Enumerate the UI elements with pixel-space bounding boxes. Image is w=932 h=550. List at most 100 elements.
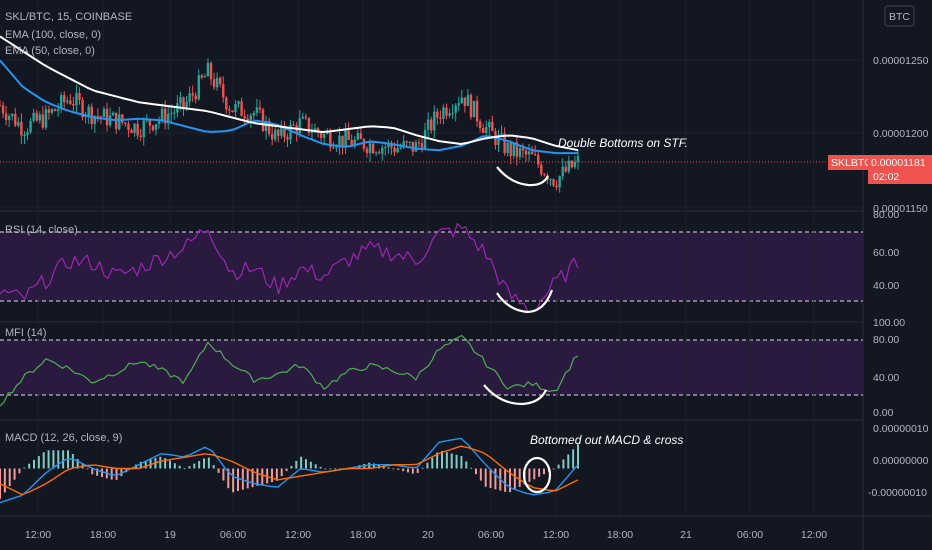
macd-hist-bar xyxy=(33,459,35,469)
mfi-band xyxy=(0,340,863,395)
candle-body xyxy=(378,152,381,154)
candle-body xyxy=(405,141,408,143)
price-bottom-curve xyxy=(496,166,549,187)
macd-hist-bar xyxy=(42,452,45,469)
candle-body xyxy=(350,139,353,146)
candle-body xyxy=(500,133,503,135)
time-axis[interactable]: 12:00 18:00 19 06:00 12:00 18:00 20 06:00 12:00 1… xyxy=(25,529,827,541)
macd-hist-bar xyxy=(494,468,497,490)
macd-hist-bar xyxy=(557,464,560,469)
candle-body xyxy=(402,141,405,148)
mfi-bottom-curve xyxy=(483,384,547,406)
time-tick-12: 12:00 xyxy=(801,529,827,541)
candle-body xyxy=(261,109,265,131)
macd-hist-bar xyxy=(475,468,477,475)
macd-hist-bar xyxy=(18,468,21,474)
candle-body xyxy=(139,135,142,138)
candle-body xyxy=(332,147,335,149)
macd-hist-bar xyxy=(207,457,210,469)
macd-hist-bar xyxy=(397,468,400,470)
candle-body xyxy=(359,133,363,140)
macd-hist-bar xyxy=(261,468,264,485)
candle-body xyxy=(506,142,509,154)
mfi-tick-100: 100.00 xyxy=(873,317,905,329)
candle-body xyxy=(66,100,69,103)
macd-signal-line xyxy=(0,445,579,496)
macd-hist-bar xyxy=(28,463,31,469)
macd-hist-bar xyxy=(71,453,74,469)
candle-body xyxy=(170,113,173,115)
candle-body xyxy=(286,137,289,140)
annotation-drawings xyxy=(483,166,554,494)
macd-hist-bar xyxy=(188,466,191,469)
candle-body xyxy=(423,129,427,149)
candle-body xyxy=(26,132,29,136)
currency-button-frame[interactable] xyxy=(884,5,915,27)
currency-button-label[interactable]: BTC xyxy=(889,11,910,23)
candle-body xyxy=(17,121,20,126)
macd-hist-bar xyxy=(120,468,123,477)
price-tag-countdown: 02:02 xyxy=(873,171,899,183)
ema100-label: EMA (100, close, 0) xyxy=(5,29,101,41)
rsi-tick-80: 80.00 xyxy=(873,209,899,221)
candle-body xyxy=(344,130,347,148)
candle-body xyxy=(124,122,127,124)
candle-body xyxy=(561,166,564,177)
candle-body xyxy=(509,142,512,157)
macd-hist-bar xyxy=(329,468,332,470)
candle-body xyxy=(270,133,274,140)
candle-body xyxy=(329,132,332,148)
candle-body xyxy=(274,129,277,140)
candle-body xyxy=(218,77,222,85)
candle-body xyxy=(368,143,372,154)
macd-hist-bar xyxy=(489,468,492,489)
candle-body xyxy=(237,101,240,105)
candle-body xyxy=(63,95,66,103)
macd-tick-neg: -0.00000010 xyxy=(868,487,927,499)
candle-body xyxy=(277,129,280,136)
macd-hist-bar xyxy=(339,468,341,470)
candle-body xyxy=(56,109,60,111)
candle-body xyxy=(280,125,283,136)
candle-body xyxy=(90,106,93,125)
candle-body xyxy=(127,123,130,131)
candle-body xyxy=(283,125,286,138)
macd-hist-bar xyxy=(164,458,167,469)
candle-body xyxy=(267,120,271,134)
candle-body xyxy=(41,114,45,128)
candle-body xyxy=(173,112,176,114)
macd-hist-bar xyxy=(479,468,482,481)
time-tick-3: 06:00 xyxy=(220,529,246,541)
macd-hist-bar xyxy=(392,468,395,470)
candle-body xyxy=(200,75,204,78)
price-axis[interactable]: 0.00001250 0.00001200 0.00001150 80.00 6… xyxy=(868,55,929,499)
candle-body xyxy=(341,135,344,148)
candle-body xyxy=(185,101,188,108)
macd-hist-bar xyxy=(52,450,55,469)
time-tick-9: 18:00 xyxy=(607,529,633,541)
candle-body xyxy=(537,154,540,165)
macd-hist-bar xyxy=(227,468,230,489)
macd-hist-bar xyxy=(416,468,419,473)
candle-body xyxy=(475,100,479,122)
macd-hist-bar xyxy=(86,468,89,470)
macd-hist-bar xyxy=(562,459,565,469)
macd-hist-bar xyxy=(426,462,429,469)
candle-body xyxy=(29,120,32,133)
macd-hist-bar xyxy=(460,456,463,469)
macd-hist-bar xyxy=(178,465,181,469)
macd-hist-bar xyxy=(3,468,6,493)
price-tag-bg xyxy=(868,155,932,184)
candle-body xyxy=(182,97,185,108)
macd-hist-bar xyxy=(237,468,239,491)
currency-button[interactable]: BTC xyxy=(884,5,915,27)
candle-body xyxy=(457,103,460,106)
mfi-tick-40: 40.00 xyxy=(873,372,899,384)
candle-body xyxy=(87,106,90,116)
candle-body xyxy=(298,118,301,134)
candle-body xyxy=(14,113,17,126)
candle-body xyxy=(472,100,476,118)
rsi-bottom-curve xyxy=(496,289,554,314)
price-tick-1200: 0.00001200 xyxy=(873,128,929,140)
